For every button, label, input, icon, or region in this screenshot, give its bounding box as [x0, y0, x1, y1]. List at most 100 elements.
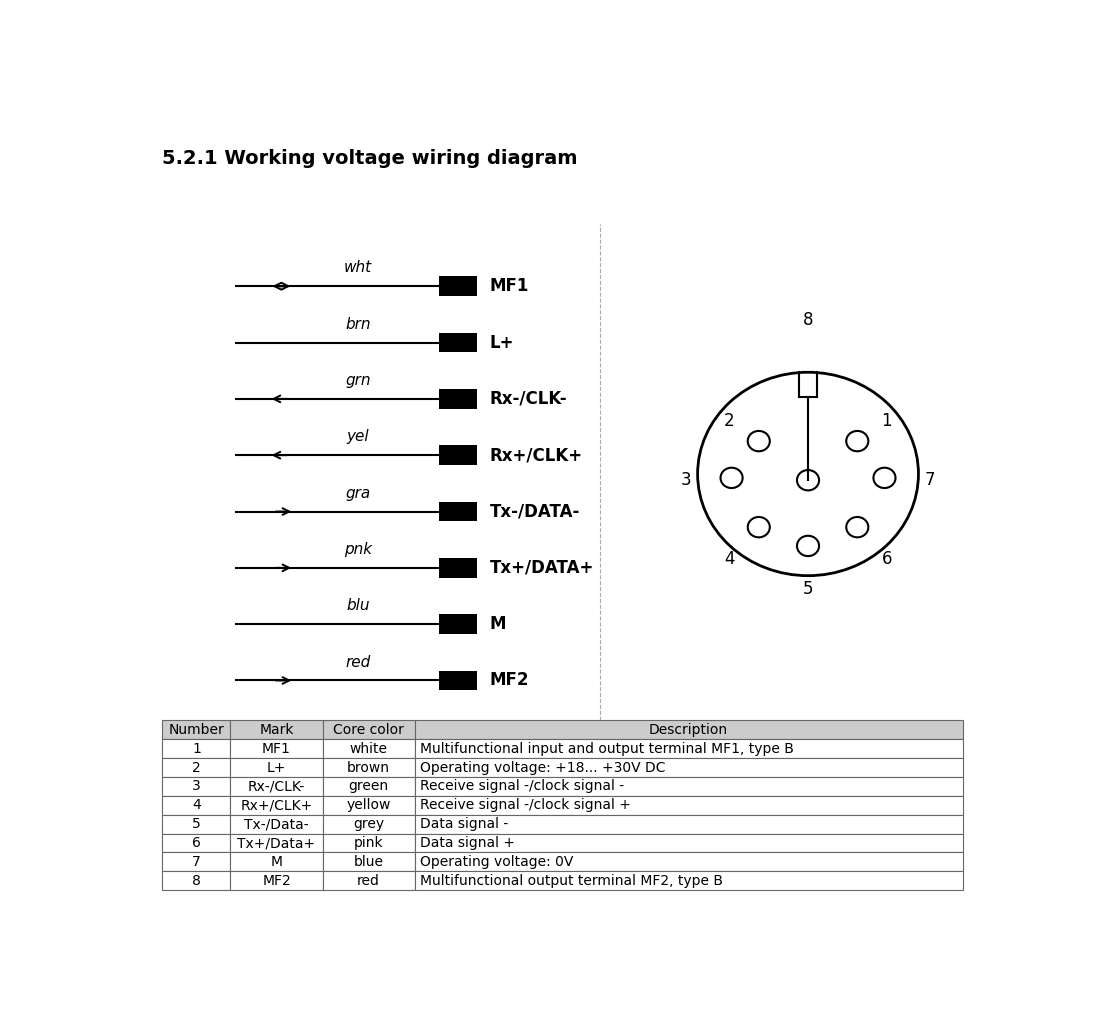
Bar	[414, 720, 962, 740]
Text: Tx+/DATA+: Tx+/DATA+	[490, 559, 594, 577]
Bar	[162, 740, 230, 758]
Text: MF2: MF2	[262, 874, 290, 888]
Text: 2: 2	[192, 761, 201, 774]
Bar	[230, 740, 322, 758]
Bar	[230, 720, 322, 740]
Bar	[162, 872, 230, 890]
Text: 5: 5	[802, 580, 813, 598]
Bar	[438, 502, 477, 521]
Text: Description: Description	[649, 722, 728, 737]
Text: red: red	[357, 874, 380, 888]
Text: grey: grey	[353, 817, 384, 831]
Bar	[414, 740, 962, 758]
Text: Multifunctional output terminal MF2, type B: Multifunctional output terminal MF2, typ…	[421, 874, 723, 888]
Text: Multifunctional input and output terminal MF1, type B: Multifunctional input and output termina…	[421, 742, 795, 756]
Bar	[162, 852, 230, 872]
Bar	[230, 833, 322, 852]
Text: M: M	[271, 854, 283, 869]
Text: Rx+/CLK+: Rx+/CLK+	[490, 446, 583, 464]
Text: 2: 2	[723, 412, 734, 431]
Bar	[414, 796, 962, 815]
Bar	[230, 796, 322, 815]
Bar	[414, 833, 962, 852]
Text: 4: 4	[192, 799, 201, 812]
Text: 7: 7	[192, 854, 201, 869]
Text: Tx-/Data-: Tx-/Data-	[244, 817, 309, 831]
Text: 6: 6	[192, 836, 201, 850]
Text: 8: 8	[802, 311, 813, 329]
Text: green: green	[349, 779, 389, 793]
Text: 3: 3	[681, 471, 690, 490]
Text: pink: pink	[354, 836, 384, 850]
Bar	[322, 796, 414, 815]
Bar	[322, 833, 414, 852]
Bar	[230, 815, 322, 833]
Text: Core color: Core color	[333, 722, 404, 737]
Text: L+: L+	[266, 761, 286, 774]
Bar	[438, 333, 477, 353]
Text: yellow: yellow	[346, 799, 390, 812]
Bar	[438, 276, 477, 296]
Text: brn: brn	[345, 317, 370, 331]
Bar	[438, 671, 477, 690]
Bar	[322, 740, 414, 758]
Bar	[230, 777, 322, 796]
Text: grn: grn	[345, 373, 370, 388]
Text: gra: gra	[345, 486, 370, 501]
Text: Rx+/CLK+: Rx+/CLK+	[240, 799, 312, 812]
Bar	[230, 872, 322, 890]
Text: MF1: MF1	[262, 742, 290, 756]
Text: M: M	[490, 615, 506, 633]
Bar	[438, 615, 477, 634]
Bar	[414, 872, 962, 890]
Text: Number: Number	[169, 722, 225, 737]
Text: 7: 7	[925, 471, 936, 490]
Text: Receive signal -/clock signal +: Receive signal -/clock signal +	[421, 799, 631, 812]
Bar	[322, 852, 414, 872]
Bar	[162, 815, 230, 833]
Text: Operating voltage: 0V: Operating voltage: 0V	[421, 854, 574, 869]
Bar	[162, 796, 230, 815]
Bar	[438, 389, 477, 408]
Text: yel: yel	[346, 429, 369, 444]
Bar	[414, 852, 962, 872]
Text: MF2: MF2	[490, 672, 529, 690]
Bar	[414, 758, 962, 777]
Text: Tx-/DATA-: Tx-/DATA-	[490, 503, 580, 520]
Bar	[322, 815, 414, 833]
Text: white: white	[350, 742, 388, 756]
Text: wht: wht	[344, 260, 372, 275]
Text: 4: 4	[724, 550, 734, 568]
Bar	[322, 872, 414, 890]
Text: Data signal +: Data signal +	[421, 836, 515, 850]
Bar	[414, 815, 962, 833]
Text: red: red	[345, 654, 370, 670]
Text: 3: 3	[192, 779, 201, 793]
Bar	[162, 833, 230, 852]
Bar	[162, 720, 230, 740]
Bar	[438, 558, 477, 578]
Bar	[438, 445, 477, 465]
Bar	[230, 758, 322, 777]
Bar	[322, 777, 414, 796]
Text: blu: blu	[346, 598, 369, 614]
Text: pnk: pnk	[344, 542, 372, 557]
Bar	[322, 758, 414, 777]
Bar	[162, 777, 230, 796]
Text: 5: 5	[192, 817, 201, 831]
Text: Tx+/Data+: Tx+/Data+	[238, 836, 316, 850]
Text: MF1: MF1	[490, 277, 529, 296]
Text: 5.2.1 Working voltage wiring diagram: 5.2.1 Working voltage wiring diagram	[162, 149, 578, 169]
Text: Mark: Mark	[260, 722, 294, 737]
Text: Rx-/CLK-: Rx-/CLK-	[248, 779, 305, 793]
Text: 1: 1	[881, 412, 892, 431]
Text: 1: 1	[192, 742, 201, 756]
Text: 6: 6	[881, 550, 892, 568]
Bar	[414, 777, 962, 796]
Bar	[230, 852, 322, 872]
Text: 8: 8	[192, 874, 201, 888]
Bar	[162, 758, 230, 777]
Text: brown: brown	[347, 761, 390, 774]
Text: L+: L+	[490, 333, 514, 352]
Text: Rx-/CLK-: Rx-/CLK-	[490, 390, 567, 407]
